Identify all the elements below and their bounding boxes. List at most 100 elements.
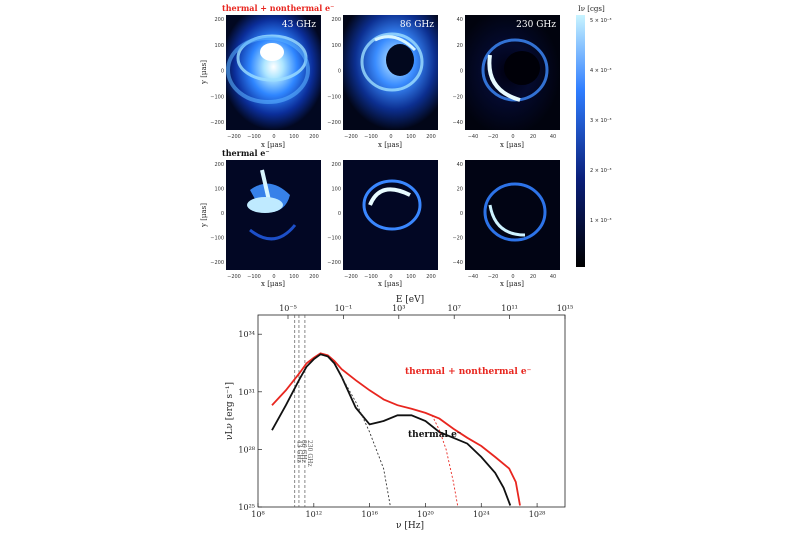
- panel-xtick-label: 0: [272, 274, 275, 280]
- panel-ytick-label: −100: [327, 236, 341, 242]
- colorbar-tick-2: 2 × 10⁻³: [590, 168, 612, 174]
- panel-ytick-label: 200: [331, 17, 341, 23]
- sed-top-tick-label: 10³: [392, 304, 405, 313]
- panel-xtick-label: 100: [289, 274, 299, 280]
- panel-xlabel-3b: x [μas]: [500, 280, 524, 288]
- sed-annotation-thermal: thermal e⁻: [408, 430, 462, 440]
- panel-xtick-label: 100: [406, 274, 416, 280]
- panel-ytick-label: −40: [452, 260, 463, 266]
- panel-ytick-label: 100: [331, 187, 341, 193]
- panel-xtick-label: −200: [344, 134, 358, 140]
- panel-xtick-label: 100: [289, 134, 299, 140]
- panel-xlabel-1a: x [μas]: [261, 141, 285, 149]
- panel-ytick-label: 0: [221, 211, 224, 217]
- panel-xtick-label: 100: [406, 134, 416, 140]
- panel-xtick-label: 200: [309, 134, 319, 140]
- panel-xtick-label: 0: [511, 274, 514, 280]
- panel-xtick-label: 0: [389, 134, 392, 140]
- sed-top-tick-label: 10¹¹: [501, 304, 518, 313]
- panel-ytick-label: −200: [210, 260, 224, 266]
- panel-xtick-label: 0: [272, 134, 275, 140]
- sed-ytick-label: 10²⁵: [238, 503, 255, 512]
- panel-ytick-label: −200: [327, 120, 341, 126]
- panel-xtick-label: 20: [530, 134, 536, 140]
- sed-dotted-line: [431, 415, 459, 506]
- panel-xtick-label: 0: [389, 274, 392, 280]
- sed-xtick-label: 10²⁰: [417, 510, 434, 519]
- panel-xtick-label: −40: [468, 134, 479, 140]
- panel-ytick-label: 100: [214, 43, 224, 49]
- panel-ytick-label: −100: [327, 94, 341, 100]
- sed-top-tick-label: 10¹⁵: [557, 304, 574, 313]
- sed-series-line: [271, 353, 512, 506]
- colorbar-label: Iν [cgs]: [578, 5, 605, 13]
- image-row-thermal-nonthermal: [226, 15, 560, 130]
- panel-ytick-label: 0: [338, 69, 341, 75]
- sed-xlabel: ν [Hz]: [396, 521, 424, 531]
- freq-label-43: 43 GHz: [282, 20, 316, 30]
- sed-xtick-label: 10²⁸: [529, 510, 546, 519]
- panel-ytick-label: 20: [457, 187, 463, 193]
- panel-xtick-label: −100: [364, 274, 378, 280]
- panel-ytick-label: 40: [457, 17, 463, 23]
- panel-ytick-label: −20: [452, 94, 463, 100]
- panel-xtick-label: −100: [364, 134, 378, 140]
- sed-dotted-line: [341, 376, 391, 506]
- panel-43ghz-bottom: [226, 160, 321, 270]
- sed-ytick-label: 10³⁴: [238, 330, 255, 339]
- panel-xtick-label: −200: [344, 274, 358, 280]
- panel-xlabel-3a: x [μas]: [500, 141, 524, 149]
- panel-86ghz-bottom: [343, 160, 438, 270]
- panel-xtick-label: 200: [309, 274, 319, 280]
- frequency-marker-label: 230 GHz: [306, 440, 313, 467]
- panel-ytick-label: 20: [457, 43, 463, 49]
- sed-annotation-total: thermal + nonthermal e⁻: [405, 367, 532, 377]
- panel-xtick-label: 40: [550, 274, 556, 280]
- panel-ytick-label: −100: [210, 236, 224, 242]
- panel-xtick-label: −40: [468, 274, 479, 280]
- panel-xtick-label: 200: [426, 274, 436, 280]
- panel-xtick-label: 20: [530, 274, 536, 280]
- panel-ylabel-top: y [μas]: [200, 60, 208, 85]
- panel-ytick-label: 200: [214, 17, 224, 23]
- panel-tick-labels: −200−200−100−10000100100200200−200−200−1…: [210, 17, 556, 280]
- sed-xtick-label: 10²⁴: [473, 510, 490, 519]
- panel-ytick-label: −40: [452, 120, 463, 126]
- sed-xtick-label: 10¹⁶: [361, 510, 378, 519]
- panel-xtick-label: −20: [488, 134, 499, 140]
- panel-xlabel-1b: x [μas]: [261, 280, 285, 288]
- panel-ytick-label: 200: [214, 162, 224, 168]
- sed-plot-frame: [257, 314, 566, 508]
- image-row-thermal: [226, 160, 560, 270]
- panel-xtick-label: −200: [227, 134, 241, 140]
- sed-ytick-label: 10²⁸: [238, 445, 255, 454]
- colorbar-tick-3: 3 × 10⁻³: [590, 118, 612, 124]
- colorbar-tick-1: 1 × 10⁻³: [590, 218, 612, 224]
- panel-xlabel-2b: x [μas]: [378, 280, 402, 288]
- panel-ytick-label: 0: [221, 69, 224, 75]
- sed-top-tick-label: 10⁻⁵: [279, 304, 297, 313]
- freq-label-230: 230 GHz: [516, 20, 556, 30]
- sed-xtick-label: 10⁸: [251, 510, 264, 519]
- panel-xtick-label: −100: [247, 134, 261, 140]
- panel-ytick-label: −200: [327, 260, 341, 266]
- sed-series-line: [271, 352, 521, 506]
- panel-xtick-label: −20: [488, 274, 499, 280]
- sed-top-tick-label: 10⁷: [448, 304, 461, 313]
- panel-xlabel-2a: x [μas]: [378, 141, 402, 149]
- panel-xtick-label: 40: [550, 134, 556, 140]
- panel-230ghz-top: [465, 15, 560, 130]
- panel-43ghz-top: [226, 15, 321, 130]
- frequency-marker-label: 86 GHz: [300, 440, 307, 463]
- panel-230ghz-bottom: [465, 160, 560, 270]
- row2-label: thermal e⁻: [222, 148, 270, 158]
- sed-ytick-label: 10³¹: [238, 388, 255, 397]
- sed-ylabel: νLν [erg s⁻¹]: [225, 382, 235, 440]
- row1-label: thermal + nonthermal e⁻: [222, 3, 334, 13]
- panel-xtick-label: 200: [426, 134, 436, 140]
- colorbar: Iν [cgs] 5 × 10⁻³ 4 × 10⁻³ 3 × 10⁻³ 2 × …: [576, 5, 612, 267]
- panel-ytick-label: 200: [331, 162, 341, 168]
- panel-86ghz-top: [343, 15, 438, 130]
- panel-ytick-label: 40: [457, 162, 463, 168]
